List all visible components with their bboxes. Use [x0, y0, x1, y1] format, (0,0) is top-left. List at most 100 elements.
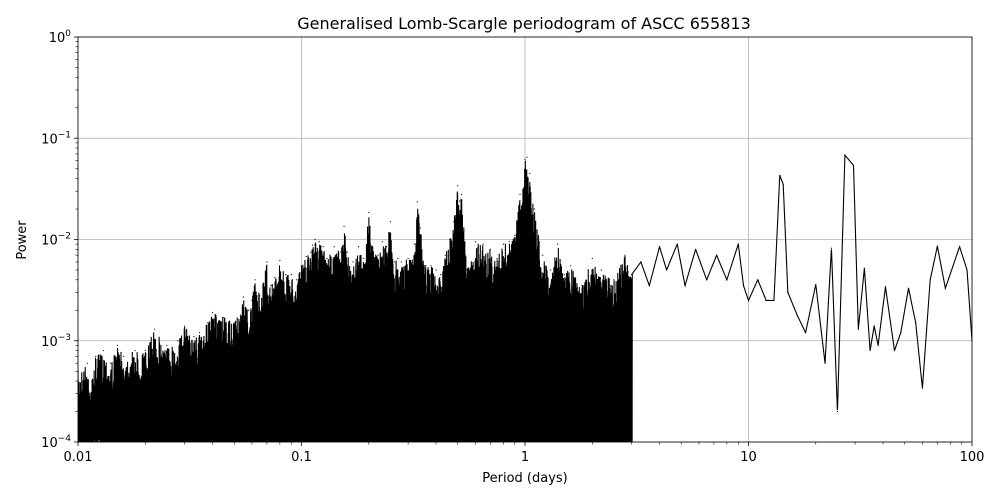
- data-point: [397, 257, 399, 260]
- data-point: [311, 244, 314, 246]
- data-point: [496, 257, 498, 260]
- data-point: [199, 332, 201, 334]
- data-point: [440, 274, 442, 276]
- data-point: [310, 251, 312, 253]
- x-tick-label: 10: [740, 450, 757, 465]
- data-point: [444, 254, 446, 256]
- data-point: [706, 279, 708, 281]
- data-point: [314, 238, 316, 241]
- data-point: [665, 269, 668, 271]
- data-point: [102, 349, 105, 352]
- data-point: [757, 279, 759, 281]
- data-point: [285, 274, 287, 276]
- data-point: [907, 287, 910, 289]
- data-point: [110, 362, 112, 364]
- data-point: [206, 322, 209, 324]
- data-point: [549, 269, 552, 271]
- data-point: [459, 200, 461, 202]
- data-point: [333, 246, 335, 248]
- series-line: [78, 153, 972, 442]
- data-point: [804, 332, 807, 334]
- data-point: [474, 241, 477, 243]
- data-point: [413, 243, 415, 245]
- data-point: [863, 267, 865, 269]
- data-point: [211, 311, 214, 314]
- data-point: [430, 265, 432, 267]
- data-point: [815, 283, 817, 286]
- data-point: [407, 257, 409, 260]
- data-point: [966, 269, 968, 271]
- data-point: [377, 254, 379, 256]
- data-point: [613, 279, 615, 281]
- data-point: [944, 287, 946, 289]
- data-point: [869, 349, 871, 352]
- data-point: [184, 325, 186, 327]
- data-point: [716, 254, 718, 256]
- x-tick-label: 0.1: [291, 450, 312, 465]
- y-tick-label: 10−3: [41, 333, 71, 350]
- data-point: [779, 174, 781, 176]
- data-point: [266, 261, 268, 263]
- y-tick-label: 10−4: [41, 434, 71, 451]
- data-point: [782, 183, 784, 186]
- data-point: [295, 279, 298, 281]
- data-point: [419, 227, 421, 229]
- y-axis-label: Power: [15, 220, 30, 260]
- data-point: [449, 238, 451, 241]
- data-point: [676, 243, 678, 245]
- data-point: [466, 269, 468, 271]
- data-point: [726, 279, 728, 281]
- data-point: [95, 355, 97, 358]
- x-tick-label: 100: [960, 450, 985, 465]
- data-point: [524, 158, 526, 160]
- data-point: [90, 380, 93, 382]
- data-point: [570, 265, 572, 267]
- data-point: [340, 251, 342, 253]
- data-point: [274, 277, 276, 279]
- data-point: [900, 332, 902, 334]
- data-point: [631, 274, 633, 276]
- data-point: [624, 254, 626, 256]
- x-tick-label: 0.01: [64, 450, 93, 465]
- data-point: [400, 261, 403, 263]
- data-point: [529, 172, 531, 174]
- data-point: [381, 241, 383, 243]
- data-point: [300, 265, 303, 267]
- data-point: [233, 322, 235, 324]
- data-point: [514, 234, 516, 236]
- data-point: [242, 296, 245, 298]
- data-point: [921, 387, 924, 389]
- data-point: [508, 241, 510, 243]
- data-point: [747, 299, 750, 302]
- data-point: [537, 234, 540, 236]
- data-point: [526, 156, 528, 158]
- data-point: [640, 261, 642, 263]
- data-point: [254, 279, 256, 281]
- data-point: [326, 257, 328, 260]
- data-point: [305, 255, 307, 258]
- data-point: [290, 274, 292, 276]
- data-point: [489, 248, 491, 250]
- data-point: [533, 208, 535, 210]
- data-point: [357, 246, 360, 248]
- data-point: [389, 221, 392, 223]
- data-point: [857, 328, 859, 330]
- data-point: [742, 285, 745, 287]
- x-tick-label: 1: [521, 450, 529, 465]
- data-point: [893, 349, 896, 352]
- data-point: [591, 257, 593, 260]
- y-tick-label: 100: [49, 29, 72, 46]
- data-point: [86, 362, 88, 364]
- data-point: [457, 185, 459, 187]
- data-point: [796, 314, 798, 316]
- data-point: [787, 291, 789, 294]
- data-point: [193, 335, 195, 338]
- data-point: [852, 164, 855, 166]
- data-point: [368, 211, 370, 214]
- data-point: [542, 254, 544, 256]
- y-tick-label: 10−1: [41, 130, 71, 147]
- data-point: [343, 225, 345, 227]
- data-point: [830, 247, 833, 249]
- data-point: [844, 154, 846, 156]
